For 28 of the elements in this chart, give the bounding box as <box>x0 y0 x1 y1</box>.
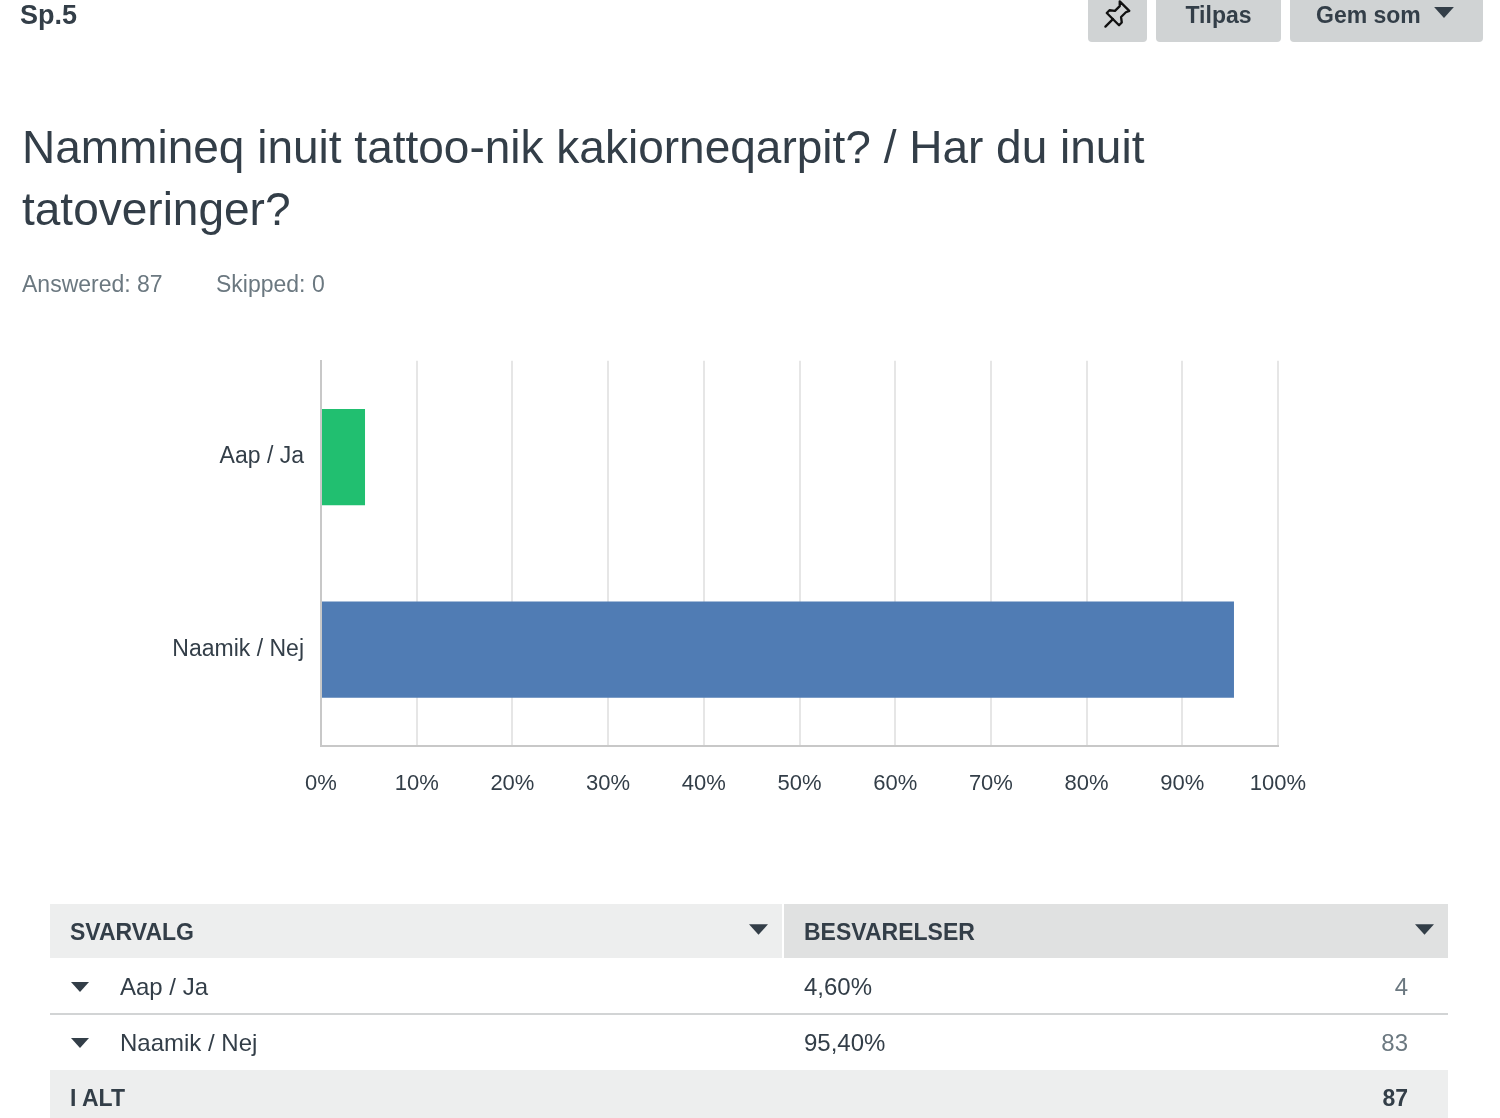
chart-title: Nammineq inuit tattoo-nik kakiorneqarpit? / Har du inuit tatoveringer? <box>22 120 1146 237</box>
x-tick-label: 0% <box>305 770 337 796</box>
text: BESVARELSER <box>804 918 975 947</box>
x-tick-label: 70% <box>968 770 1013 796</box>
text: 83 <box>1381 1028 1408 1058</box>
category-label: Aap / Ja <box>120 973 209 1000</box>
pin-button[interactable] <box>1088 0 1147 42</box>
category-label: Naamik / Nej <box>120 1029 258 1056</box>
x-tick-label: 100% <box>1249 770 1307 796</box>
x-tick-label: 90% <box>1160 770 1205 796</box>
text: 4 <box>1394 972 1408 1002</box>
x-tick-label: 80% <box>1064 770 1109 796</box>
x-tick-label: 10% <box>394 770 439 796</box>
x-tick-label: 20% <box>490 770 535 796</box>
x-tick-label: 60% <box>873 770 918 796</box>
text: 95,40% <box>804 1028 886 1058</box>
x-tick-label: 40% <box>681 770 726 796</box>
text: SVARVALG <box>70 918 194 947</box>
text: 87 <box>1382 1084 1408 1113</box>
button[interactable]: Tilpas <box>1156 0 1281 42</box>
text: I ALT <box>70 1084 125 1113</box>
x-tick-label: 50% <box>777 770 822 796</box>
text: Answered: 87 <box>22 270 163 299</box>
x-tick-label: 30% <box>586 770 631 796</box>
text: Skipped: 0 <box>216 270 325 299</box>
text: 4,60% <box>804 972 873 1002</box>
text: Sp.5 <box>20 0 78 30</box>
dropdown-button[interactable]: Gem som <box>1290 0 1483 42</box>
